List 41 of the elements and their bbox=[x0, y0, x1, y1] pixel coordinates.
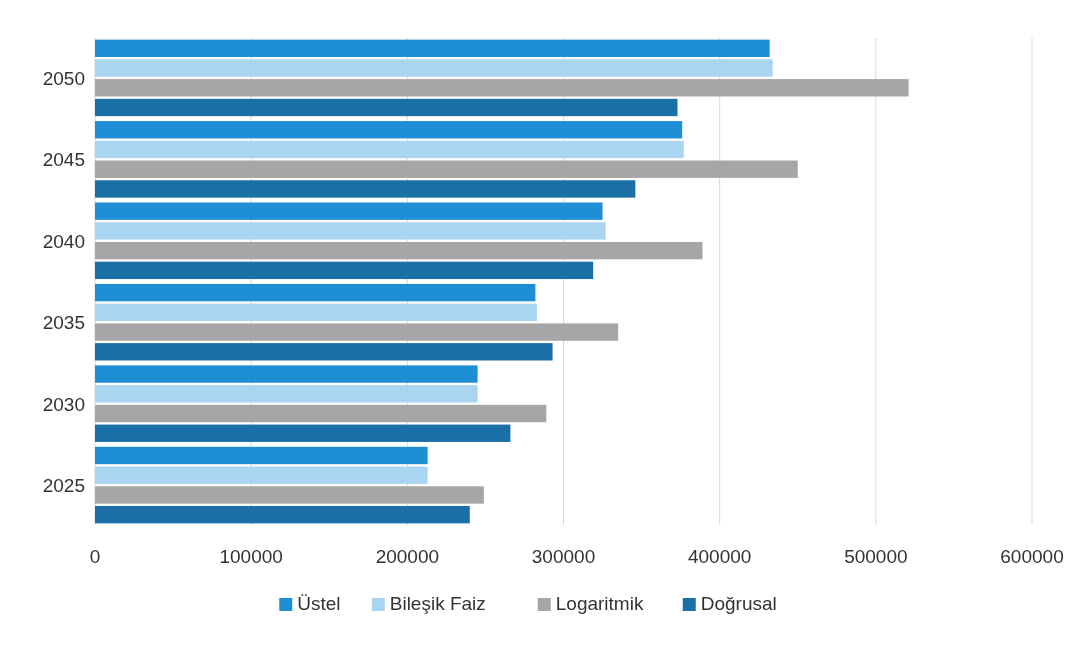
bar bbox=[95, 486, 484, 504]
bar bbox=[95, 79, 909, 97]
bar bbox=[95, 283, 536, 302]
legend-label: Üstel bbox=[297, 593, 341, 614]
x-tick-label: 500000 bbox=[844, 546, 908, 567]
x-tick-label: 600000 bbox=[1000, 546, 1064, 567]
bar bbox=[95, 160, 798, 178]
bar bbox=[95, 506, 470, 524]
bar bbox=[95, 303, 537, 322]
y-tick-label: 2035 bbox=[42, 312, 85, 334]
bar bbox=[95, 424, 511, 442]
bar bbox=[95, 404, 547, 423]
legend-label: Doğrusal bbox=[700, 593, 777, 614]
legend-label: Bileşik Faiz bbox=[389, 593, 486, 614]
bar bbox=[95, 39, 770, 57]
bar bbox=[95, 121, 683, 139]
bar bbox=[95, 261, 594, 280]
y-tick-label: 2045 bbox=[42, 149, 85, 171]
x-tick-label: 100000 bbox=[219, 546, 283, 567]
y-tick-label: 2040 bbox=[42, 230, 85, 252]
bar bbox=[95, 241, 703, 260]
bar bbox=[95, 343, 553, 361]
bar bbox=[95, 385, 478, 403]
x-tick-label: 200000 bbox=[375, 546, 440, 567]
x-tick-label: 0 bbox=[89, 546, 101, 567]
bar bbox=[95, 140, 684, 159]
legend-label: Logaritmik bbox=[555, 593, 644, 614]
bar bbox=[95, 323, 619, 341]
bar bbox=[95, 180, 636, 198]
bar bbox=[95, 365, 478, 383]
bar bbox=[95, 222, 606, 240]
y-tick-label: 2050 bbox=[42, 67, 85, 89]
bar bbox=[95, 98, 678, 117]
x-tick-label: 300000 bbox=[531, 546, 596, 567]
y-tick-label: 2025 bbox=[42, 475, 85, 497]
bar bbox=[95, 59, 773, 77]
bar bbox=[95, 202, 603, 220]
bar bbox=[95, 446, 428, 465]
x-tick-label: 400000 bbox=[687, 546, 752, 567]
y-tick-label: 2030 bbox=[42, 393, 85, 415]
bar bbox=[95, 466, 428, 484]
